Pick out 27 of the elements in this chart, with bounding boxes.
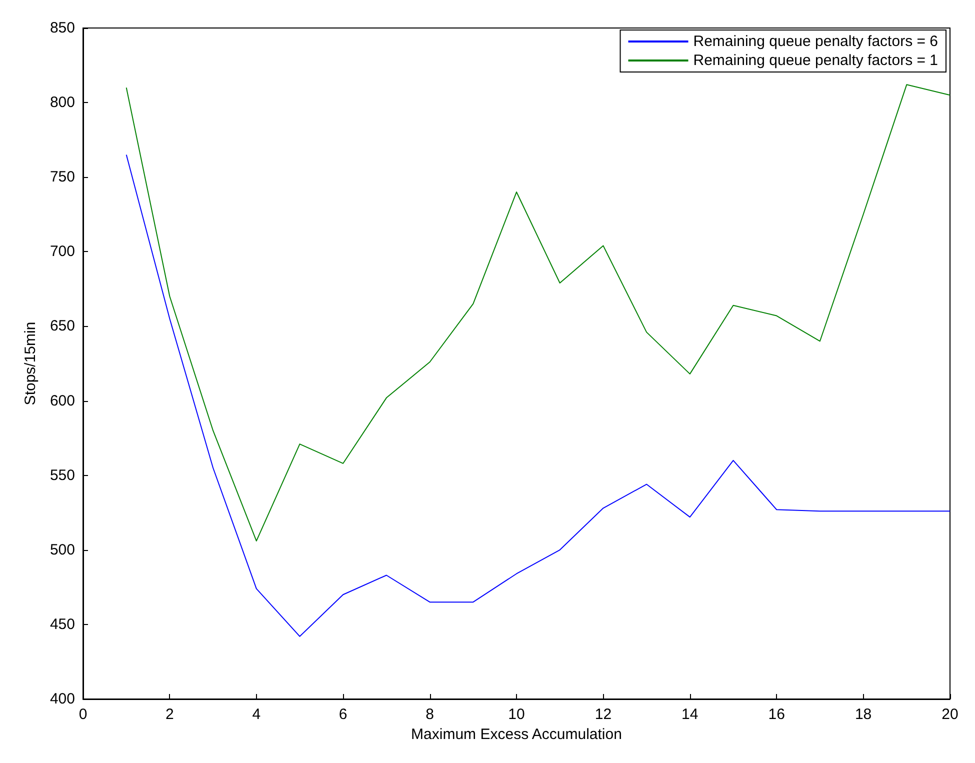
x-tick-label: 6 bbox=[338, 706, 348, 723]
legend-label: Remaining queue penalty factors = 1 bbox=[693, 52, 938, 69]
x-tick-label: 16 bbox=[768, 706, 785, 723]
y-tick-label: 400 bbox=[50, 690, 75, 708]
x-tick-label: 12 bbox=[594, 706, 612, 723]
x-tick-label: 4 bbox=[252, 706, 261, 723]
line-series bbox=[126, 84, 950, 542]
x-tick-label: 14 bbox=[682, 706, 698, 723]
line-series bbox=[126, 154, 950, 637]
y-tick-label: 650 bbox=[50, 318, 75, 335]
y-tick-label: 850 bbox=[50, 20, 75, 36]
y-tick-label: 600 bbox=[50, 392, 75, 410]
y-tick-label: 750 bbox=[50, 168, 75, 186]
x-tick-label: 8 bbox=[426, 706, 434, 723]
y-tick-label: 550 bbox=[50, 466, 75, 484]
y-tick-label: 500 bbox=[50, 541, 75, 558]
y-tick-label: 800 bbox=[50, 94, 75, 112]
y-tick-label: 700 bbox=[50, 243, 75, 260]
x-axis-title: Maximum Excess Accumulation bbox=[411, 726, 622, 743]
x-tick-label: 2 bbox=[166, 706, 174, 723]
y-axis-title: Stops/15min bbox=[22, 322, 39, 406]
x-tick-label: 20 bbox=[942, 706, 958, 723]
y-tick-label: 450 bbox=[50, 616, 75, 633]
x-tick-label: 0 bbox=[78, 706, 88, 723]
legend-label: Remaining queue penalty factors = 6 bbox=[693, 33, 938, 50]
x-tick-label: 18 bbox=[854, 706, 872, 723]
x-tick-label: 10 bbox=[508, 706, 525, 723]
